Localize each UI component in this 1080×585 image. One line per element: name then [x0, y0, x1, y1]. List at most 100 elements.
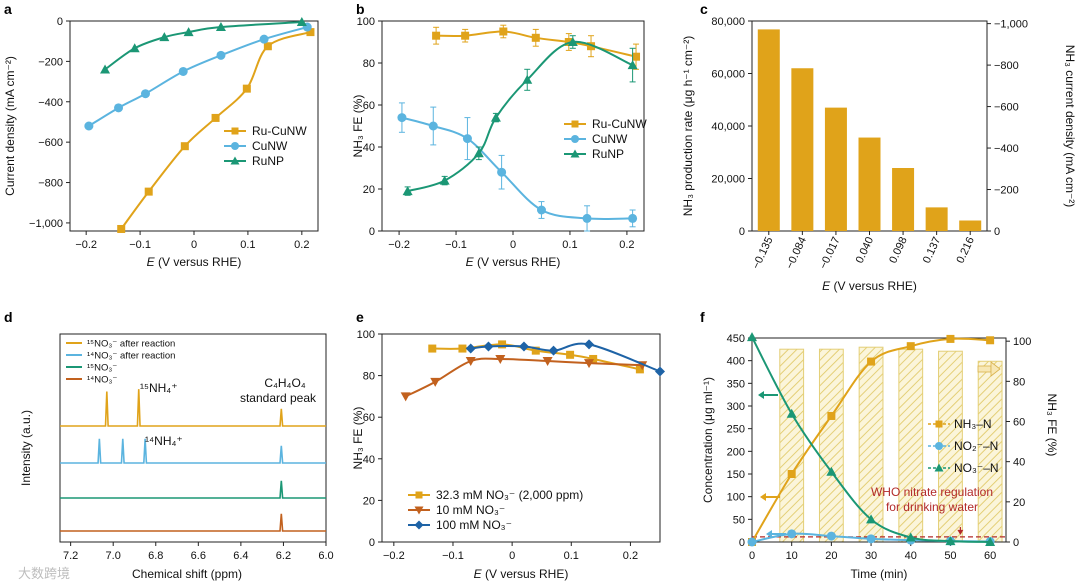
panel-b-legend-marker — [571, 120, 579, 128]
panel-e-data-point — [531, 346, 540, 355]
panel-b-data-point — [582, 213, 592, 223]
panel-f-ytick-label: 0 — [739, 537, 745, 549]
panel-a-data-point — [140, 89, 150, 99]
panel-b-data-point — [531, 33, 540, 42]
panel-a-data-point — [117, 224, 126, 233]
panel-f-ytick-label-right: 20 — [1013, 497, 1025, 509]
panel-b-xtick-label: −0.2 — [388, 239, 410, 251]
panel-e-legend-label: 10 mM NO₃⁻ — [436, 503, 505, 517]
panel-d-xtick-label: 7.2 — [63, 550, 78, 562]
panel-b-data-point — [432, 31, 441, 40]
panel-e-data-point — [566, 350, 575, 359]
panel-b-data-point — [522, 74, 533, 84]
panel-d-nmr-trace — [60, 513, 326, 532]
panel-f-annotation: for drinking water — [886, 500, 978, 514]
panel-b-data-point — [497, 167, 507, 177]
panel-a-xtick-label: 0.1 — [240, 239, 255, 251]
panel-a-data-point — [211, 113, 220, 122]
panel-f-legend-marker — [935, 420, 943, 428]
panel-e-ytick-label: 20 — [363, 495, 375, 507]
panel-f-data-point — [827, 411, 836, 420]
panel-a-legend-label: Ru-CuNW — [252, 124, 307, 138]
panel-a-data-point — [296, 17, 307, 27]
panel-f-fe-bar — [779, 348, 805, 543]
panel-f-who-arrowhead — [957, 529, 964, 535]
panel-a-legend-label: CuNW — [252, 139, 288, 153]
panel-a-xtick-label: 0 — [191, 239, 197, 251]
panel-f-axis-arrow — [977, 365, 992, 373]
panel-a-data-point — [306, 28, 315, 37]
panel-b-xtick-label: 0 — [510, 239, 516, 251]
panel-f-data-point — [866, 514, 877, 524]
panel-f-data-point — [986, 336, 995, 345]
panel-e-xtick-label: 0 — [509, 550, 515, 562]
panel-e-data-point — [483, 341, 494, 352]
panel-f-data-point — [905, 532, 916, 542]
panel-f-xtick-label: 30 — [865, 550, 877, 562]
panel-b-xtick-label: 0.1 — [562, 239, 577, 251]
panel-c-xtick-label: 0.040 — [854, 235, 877, 265]
panel-b-ytick-label: 80 — [363, 58, 375, 70]
panel-f-fe-bar — [858, 346, 884, 543]
panel-e-legend-marker — [415, 491, 423, 499]
panel-f-axis-arrowhead — [766, 530, 772, 538]
panel-f-data-point — [946, 334, 955, 343]
panel-e-data-point — [655, 366, 665, 377]
panel-f-fe-bar — [818, 348, 844, 543]
panel-d-xtick-label: 6.2 — [276, 550, 291, 562]
panel-e-data-point — [635, 365, 644, 374]
panel-a-legend-marker — [230, 156, 240, 165]
panel-b-data-point — [536, 205, 546, 215]
panel-c-ylabel-right: NH₃ current density (mA cm⁻²) — [1063, 45, 1077, 208]
panel-e-data-point — [458, 344, 467, 353]
panel-f-ytick-label: 250 — [727, 424, 745, 436]
panel-e-ytick-label: 100 — [357, 329, 375, 341]
panel-d-xtick-label: 6.4 — [233, 550, 248, 562]
panel-f-axis-arrowhead — [758, 391, 764, 399]
panel-f-xtick-label: 50 — [944, 550, 956, 562]
panel-b-ytick-label: 60 — [363, 100, 375, 112]
panel-b-data-point — [632, 52, 641, 61]
panel-c-bar — [757, 29, 780, 232]
panel-e-data-point — [589, 354, 598, 363]
panel-f-data-point — [747, 537, 757, 547]
panel-c-xtick-label: −0.017 — [817, 235, 842, 271]
panel-e-data-point — [428, 344, 437, 353]
panel-f-legend-label: NO₃⁻–N — [954, 461, 999, 475]
panel-b-xtick-label: −0.1 — [445, 239, 467, 251]
panel-d-frame — [59, 333, 327, 543]
panel-c-ytick-label: 60,000 — [711, 69, 745, 81]
panel-f-data-point — [826, 466, 837, 476]
panel-f-ylabel-right: NH₃ FE (%) — [1045, 394, 1059, 457]
panel-e-data-point — [542, 357, 553, 367]
panel-b-ytick-label: 100 — [357, 16, 375, 28]
panel-f-legend-label: NO₂⁻–N — [954, 439, 998, 453]
panel-b-xlabel: E (V versus RHE) — [466, 255, 561, 269]
panel-a-ytick-label: −1,000 — [29, 218, 63, 230]
panel-e-series-line — [405, 357, 643, 398]
panel-d-legend-label: ¹⁵NO₃⁻ after reaction — [87, 339, 175, 350]
panel-f-axis-arrowhead — [990, 361, 1001, 377]
panel-d-nmr-trace — [60, 480, 326, 499]
panel-b-data-point — [567, 37, 578, 46]
panel-b-data-point — [473, 148, 484, 158]
panel-e-xtick-label: 0.1 — [564, 550, 579, 562]
panel-b-data-point — [439, 175, 450, 185]
panel-d-xlabel: Chemical shift (ppm) — [132, 567, 242, 581]
panel-d-nmr-trace — [60, 438, 326, 464]
panel-a-data-point — [100, 64, 111, 74]
panel-f-data-point — [786, 408, 797, 418]
panel-label-a: a — [4, 1, 12, 17]
panel-a-data-point — [114, 103, 124, 113]
panel-e-data-point — [430, 377, 441, 387]
panel-c-ytick-label-right: −400 — [994, 143, 1019, 155]
panel-b-ytick-label: 20 — [363, 184, 375, 196]
panel-c-ylabel: NH₃ production rate (μg h⁻¹ cm⁻²) — [681, 36, 695, 217]
panel-c-ytick-label: 20,000 — [711, 174, 745, 186]
panel-b-data-point — [490, 112, 501, 122]
panel-f-ytick-label: 400 — [727, 356, 745, 368]
panel-a-ytick-label: −800 — [38, 178, 63, 190]
panel-c-bar — [824, 107, 847, 231]
panel-label-b: b — [356, 1, 365, 17]
